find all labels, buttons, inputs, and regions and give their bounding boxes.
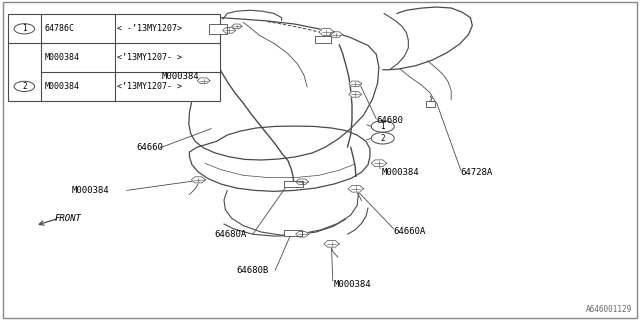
Text: 64680: 64680 xyxy=(376,116,403,125)
Polygon shape xyxy=(324,241,339,247)
Polygon shape xyxy=(348,186,364,192)
Polygon shape xyxy=(197,78,210,84)
Bar xyxy=(209,24,227,34)
Text: <’13MY1207- >: <’13MY1207- > xyxy=(117,82,182,91)
Circle shape xyxy=(371,121,394,132)
Polygon shape xyxy=(296,231,308,237)
Text: < -’13MY1207>: < -’13MY1207> xyxy=(117,24,182,33)
Polygon shape xyxy=(349,92,362,97)
Circle shape xyxy=(14,81,35,92)
Text: 1: 1 xyxy=(380,122,385,131)
Bar xyxy=(8,14,220,101)
Text: M000384: M000384 xyxy=(162,72,200,81)
Text: FRONT: FRONT xyxy=(54,214,81,223)
Bar xyxy=(284,230,302,236)
Text: 64680A: 64680A xyxy=(214,230,246,239)
Text: M000384: M000384 xyxy=(334,280,372,289)
Text: M000384: M000384 xyxy=(72,186,109,195)
Text: 64660A: 64660A xyxy=(394,227,426,236)
Text: A646001129: A646001129 xyxy=(586,305,632,314)
Bar xyxy=(315,36,332,43)
Text: <’13MY1207- >: <’13MY1207- > xyxy=(117,53,182,62)
Polygon shape xyxy=(319,29,334,35)
Text: 2: 2 xyxy=(22,82,27,91)
Polygon shape xyxy=(191,177,205,183)
Text: M000384: M000384 xyxy=(45,53,80,62)
Text: 64680B: 64680B xyxy=(237,266,269,275)
Polygon shape xyxy=(349,81,362,87)
Polygon shape xyxy=(223,28,236,33)
Text: 1: 1 xyxy=(22,24,27,33)
Text: 64728A: 64728A xyxy=(461,168,493,177)
Text: 64660: 64660 xyxy=(136,143,163,152)
Text: 2: 2 xyxy=(380,134,385,143)
Circle shape xyxy=(371,132,394,144)
Text: M000384: M000384 xyxy=(45,82,80,91)
Bar xyxy=(284,181,303,187)
Polygon shape xyxy=(296,179,308,185)
Circle shape xyxy=(14,24,35,34)
Polygon shape xyxy=(232,24,242,28)
Bar xyxy=(426,101,435,107)
Polygon shape xyxy=(371,160,387,166)
Text: 64786C: 64786C xyxy=(45,24,75,33)
Text: M000384: M000384 xyxy=(381,168,419,177)
Polygon shape xyxy=(330,32,342,37)
